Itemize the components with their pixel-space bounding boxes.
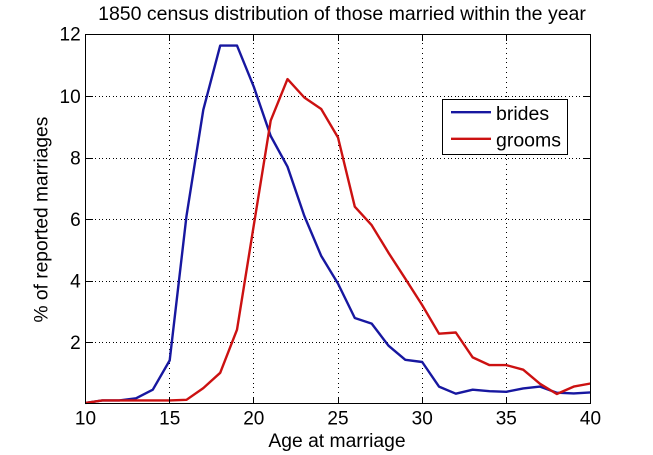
svg-text:10: 10 <box>60 87 81 108</box>
svg-text:30: 30 <box>412 409 433 430</box>
svg-text:20: 20 <box>243 409 264 430</box>
svg-text:grooms: grooms <box>496 130 561 152</box>
svg-text:10: 10 <box>75 409 96 430</box>
svg-text:4: 4 <box>70 271 81 292</box>
svg-text:% of reported marriages: % of reported marriages <box>32 117 53 323</box>
svg-text:12: 12 <box>60 25 81 46</box>
svg-text:brides: brides <box>496 103 549 125</box>
svg-text:35: 35 <box>496 409 517 430</box>
svg-text:40: 40 <box>580 409 601 430</box>
svg-text:2: 2 <box>70 333 81 354</box>
svg-text:15: 15 <box>159 409 180 430</box>
svg-text:25: 25 <box>327 409 348 430</box>
svg-text:8: 8 <box>70 148 81 169</box>
svg-text:Age at marriage: Age at marriage <box>268 431 405 452</box>
svg-text:1850 census distribution of th: 1850 census distribution of those marrie… <box>98 3 586 25</box>
svg-text:6: 6 <box>70 210 81 231</box>
